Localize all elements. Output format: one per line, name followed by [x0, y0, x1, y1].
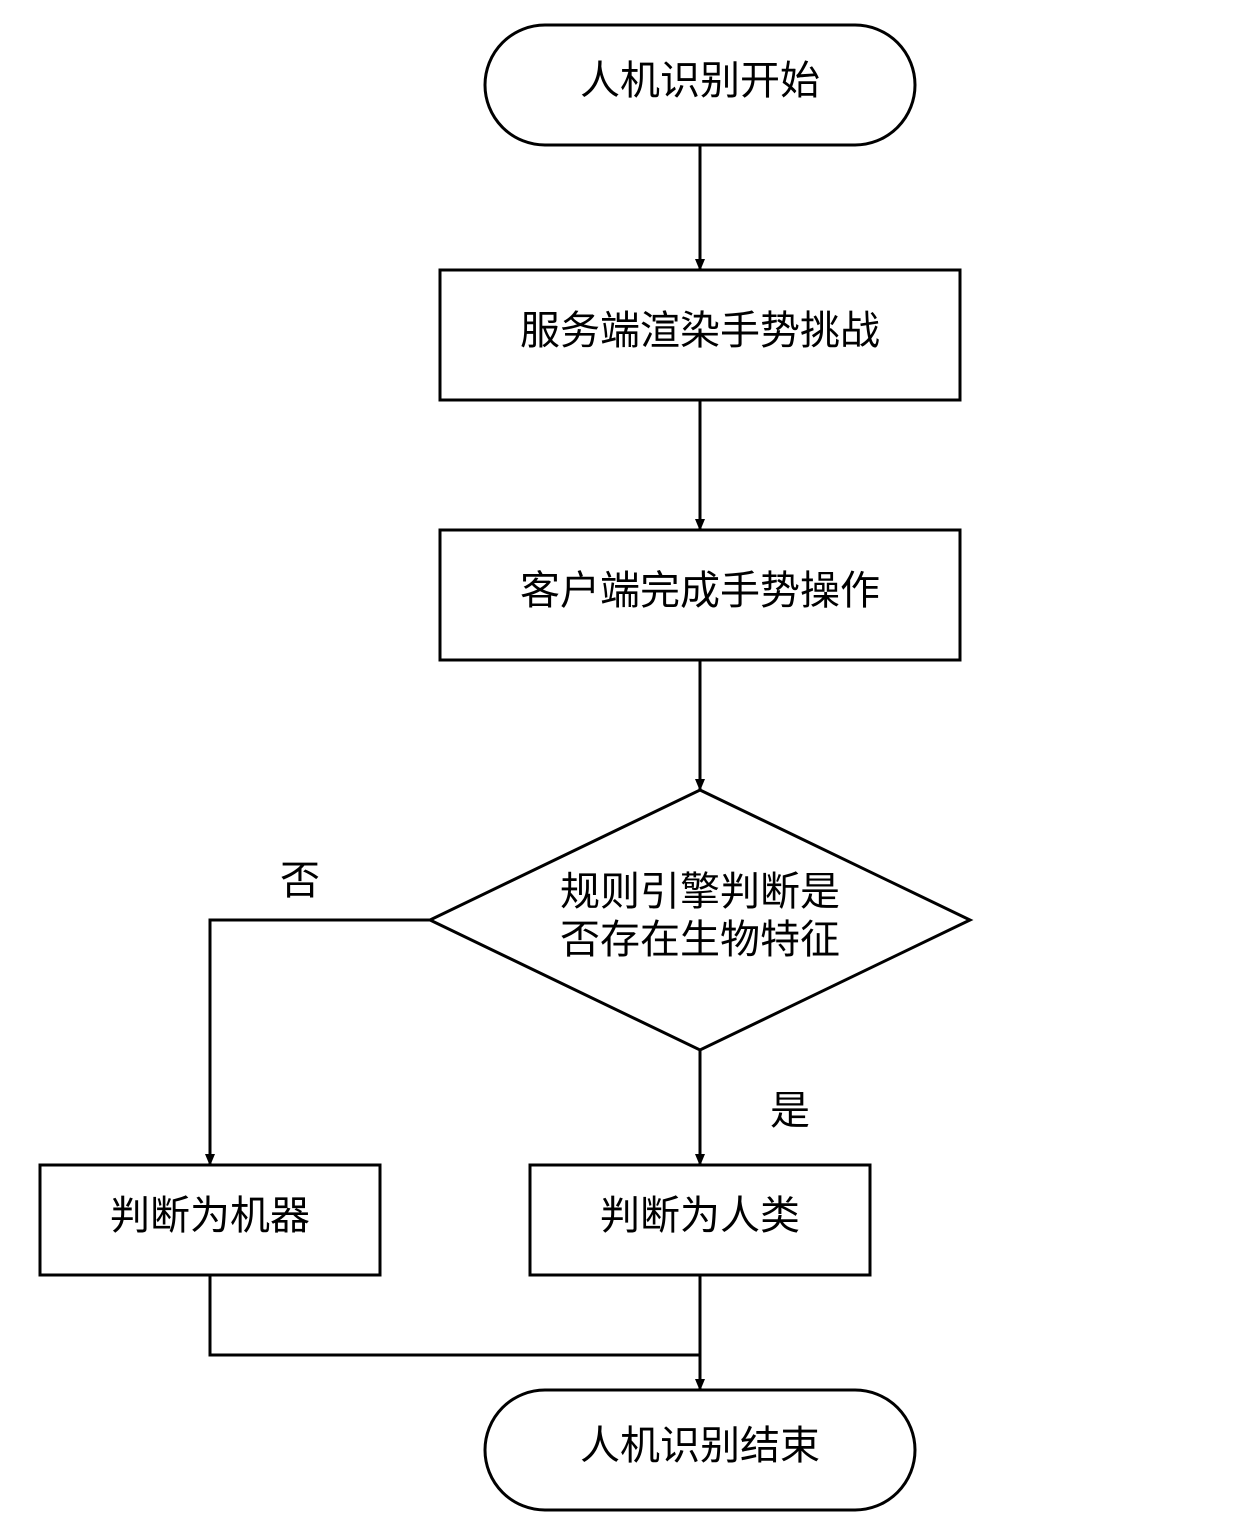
- flowchart-canvas: 是 否 人机识别开始服务端渲染手势挑战客户端完成手势操作规则引擎判断是否存在生物特征…: [0, 0, 1240, 1535]
- node-label-client-line0: 客户端完成手势操作: [520, 568, 880, 613]
- node-render: 服务端渲染手势挑战: [440, 270, 960, 400]
- canvas-background: [0, 0, 1240, 1535]
- node-label-end-line0: 人机识别结束: [580, 1423, 820, 1468]
- edge-label-decision-human: 是: [770, 1088, 810, 1133]
- edge-label-decision-machine: 否: [280, 858, 320, 903]
- node-label-decision-line1: 否存在生物特征: [560, 917, 840, 962]
- node-label-render-line0: 服务端渲染手势挑战: [520, 308, 880, 353]
- node-label-human-line0: 判断为人类: [600, 1193, 800, 1238]
- node-label-start-line0: 人机识别开始: [580, 58, 820, 103]
- node-end: 人机识别结束: [485, 1390, 915, 1510]
- node-label-decision-line0: 规则引擎判断是: [560, 869, 840, 914]
- node-human: 判断为人类: [530, 1165, 870, 1275]
- node-start: 人机识别开始: [485, 25, 915, 145]
- node-machine: 判断为机器: [40, 1165, 380, 1275]
- node-client: 客户端完成手势操作: [440, 530, 960, 660]
- node-label-machine-line0: 判断为机器: [110, 1193, 310, 1238]
